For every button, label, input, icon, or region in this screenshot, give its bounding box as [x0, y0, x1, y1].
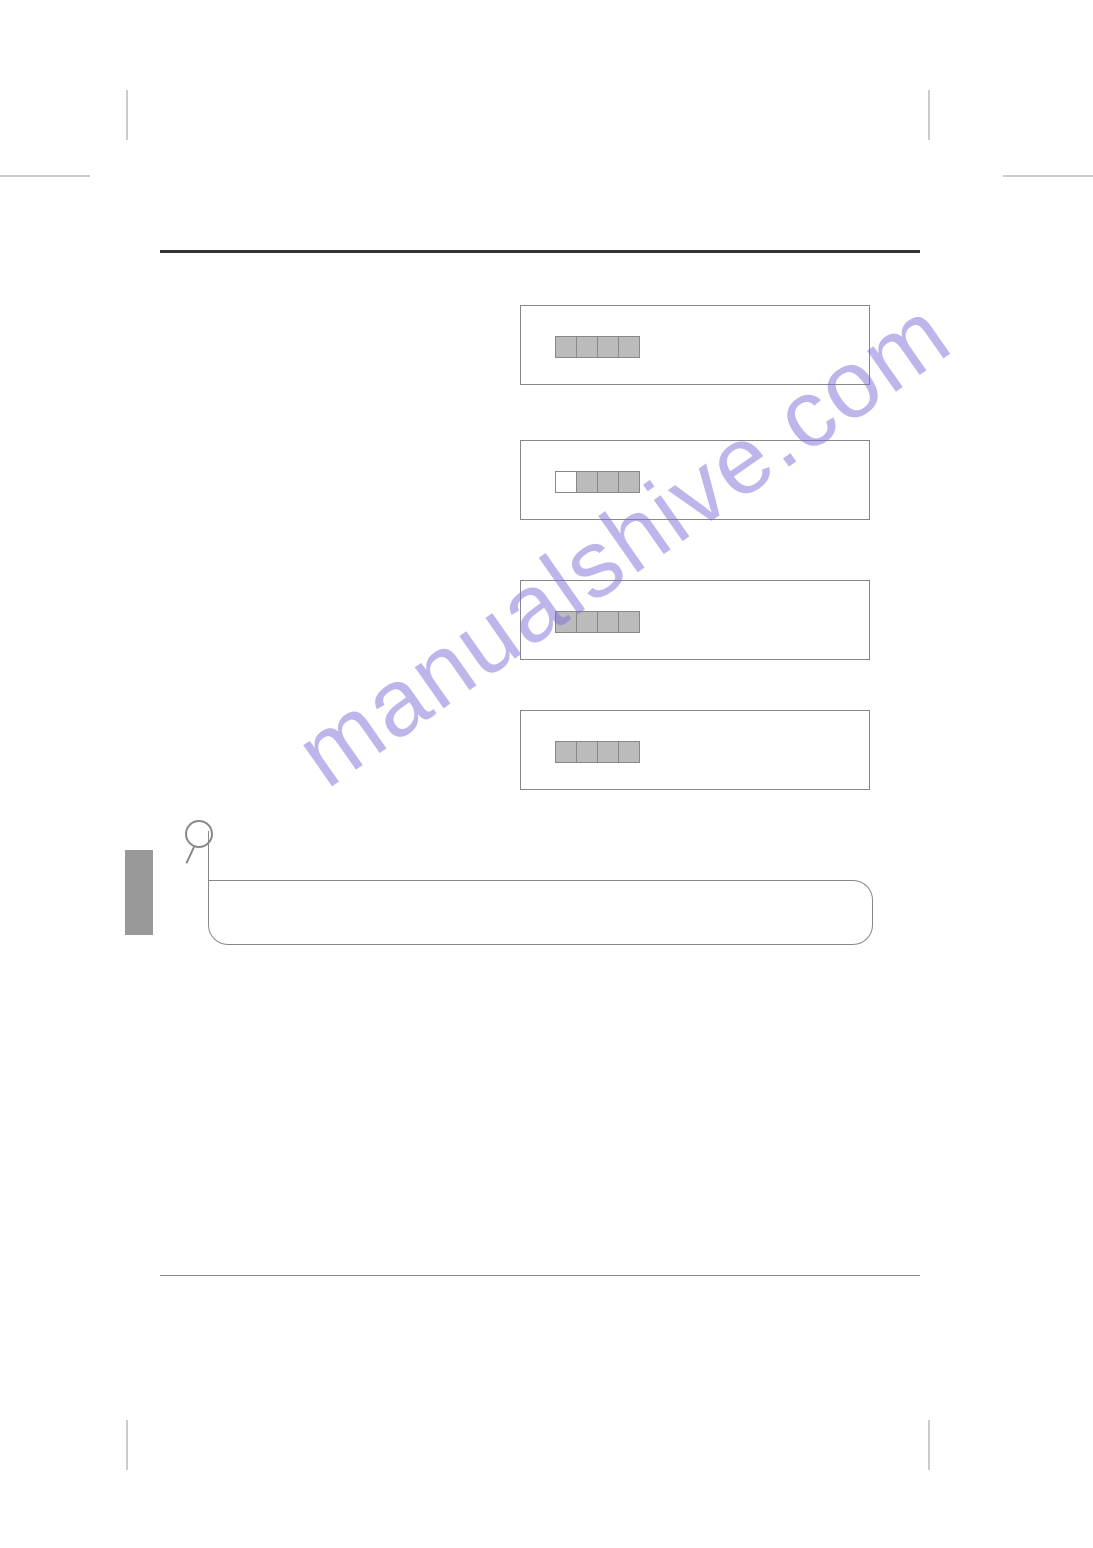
display-box-4 [520, 710, 870, 790]
cell [597, 336, 619, 358]
footer-rule [160, 1275, 920, 1276]
crop-mark [928, 90, 930, 140]
crop-mark [126, 1420, 128, 1470]
crop-mark [126, 90, 128, 140]
cell [618, 336, 640, 358]
cell [555, 336, 577, 358]
cell [576, 336, 598, 358]
cell [618, 741, 640, 763]
digit-cells [556, 336, 640, 358]
digit-cells [556, 471, 640, 493]
cell [618, 611, 640, 633]
cell [597, 471, 619, 493]
crop-mark [928, 1420, 930, 1470]
crop-mark [0, 175, 90, 177]
cell [555, 611, 577, 633]
cell [597, 611, 619, 633]
cell [576, 741, 598, 763]
note-callout [208, 880, 873, 945]
header-rule [160, 250, 920, 253]
cell [555, 471, 577, 493]
cell [618, 471, 640, 493]
cell [597, 741, 619, 763]
display-box-3 [520, 580, 870, 660]
digit-cells [556, 741, 640, 763]
section-tab [125, 850, 153, 935]
display-box-1 [520, 305, 870, 385]
cell [576, 611, 598, 633]
digit-cells [556, 611, 640, 633]
crop-mark [1003, 175, 1093, 177]
display-box-2 [520, 440, 870, 520]
cell [555, 741, 577, 763]
cell [576, 471, 598, 493]
